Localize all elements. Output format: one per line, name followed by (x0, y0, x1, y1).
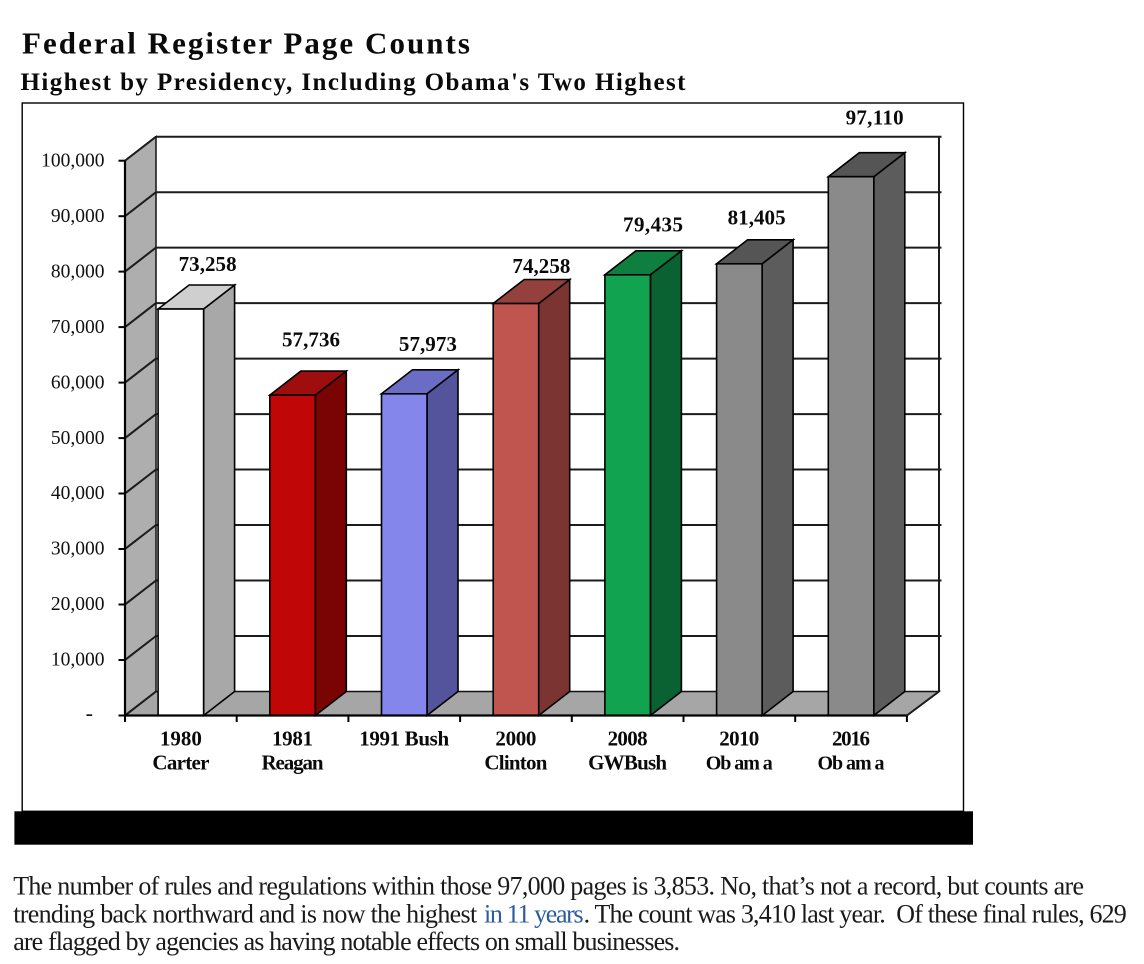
svg-text:-: - (86, 701, 93, 726)
svg-text:100,000: 100,000 (41, 150, 104, 171)
svg-text:Reagan: Reagan (262, 751, 324, 775)
svg-text:97,110: 97,110 (846, 106, 904, 130)
svg-text:GWBush: GWBush (588, 751, 667, 775)
svg-text:Clinton: Clinton (484, 751, 547, 775)
svg-text:70,000: 70,000 (51, 317, 105, 338)
svg-text:. The count was 3,410 last yea: . The count was 3,410 last year. Of thes… (584, 899, 1127, 928)
svg-text:20,000: 20,000 (51, 594, 105, 615)
svg-text:The number of rules and regula: The number of rules and regulations with… (13, 871, 1084, 900)
svg-text:1981: 1981 (272, 726, 313, 750)
svg-text:Ob am a: Ob am a (818, 753, 885, 775)
svg-text:73,258: 73,258 (179, 252, 237, 276)
svg-text:1980: 1980 (160, 726, 202, 750)
svg-text:79,435: 79,435 (623, 213, 683, 237)
svg-text:Ob am a: Ob am a (706, 753, 773, 775)
svg-text:2010: 2010 (719, 726, 759, 750)
svg-text:30,000: 30,000 (51, 539, 105, 560)
svg-text:Highest by Presidency, Includi: Highest by Presidency, Including Obama's… (21, 69, 687, 96)
svg-text:50,000: 50,000 (51, 428, 105, 449)
svg-text:trending back northward and is: trending back northward and is now the h… (13, 899, 478, 928)
svg-text:80,000: 80,000 (51, 261, 105, 282)
svg-text:Federal Register Page Counts: Federal Register Page Counts (22, 26, 470, 61)
svg-text:2016: 2016 (832, 726, 870, 750)
svg-text:57,736: 57,736 (282, 328, 340, 352)
svg-text:are flagged by agencies as hav: are flagged by agencies as having notabl… (13, 927, 680, 956)
svg-text:40,000: 40,000 (51, 483, 105, 504)
svg-text:2000: 2000 (495, 726, 536, 750)
svg-text:60,000: 60,000 (51, 372, 105, 393)
svg-text:74,258: 74,258 (512, 254, 570, 278)
svg-text:Carter: Carter (152, 751, 209, 775)
svg-text:1991 Bush: 1991 Bush (359, 726, 449, 750)
svg-text:10,000: 10,000 (51, 650, 105, 671)
svg-text:90,000: 90,000 (51, 206, 105, 227)
svg-text:57,973: 57,973 (399, 332, 457, 356)
svg-text:81,405: 81,405 (728, 206, 786, 230)
svg-text:in 11 years: in 11 years (484, 899, 584, 928)
svg-text:2008: 2008 (608, 726, 648, 750)
